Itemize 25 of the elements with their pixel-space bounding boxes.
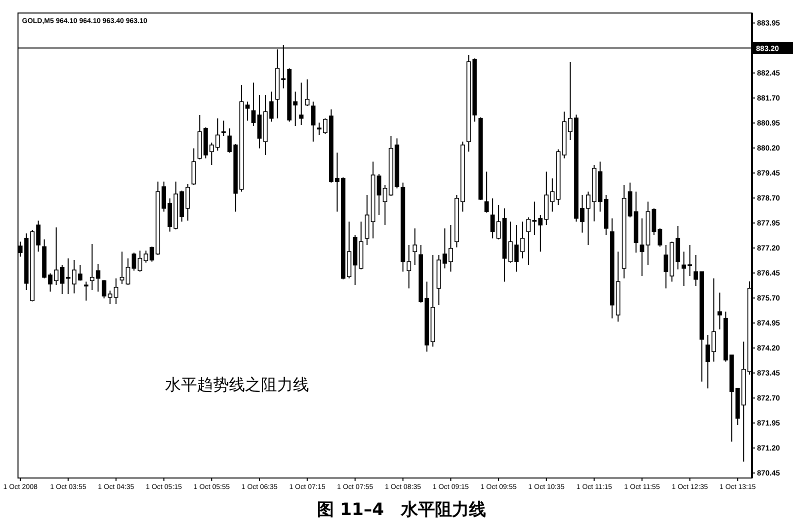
text: 图 11–4 水平阻力线 [317,500,486,520]
candlestick [257,94,262,149]
candlestick [508,221,513,264]
candlestick [311,101,316,142]
candlestick [245,101,250,122]
candlestick [382,184,388,226]
candlestick [640,218,644,276]
candlestick [305,78,310,106]
candlestick [251,82,256,126]
candlestick [299,82,304,126]
candlestick [484,171,489,214]
candlestick [718,292,722,330]
candlestick [652,208,656,236]
candlestick [114,278,118,304]
candlestick [520,221,525,259]
candlestick [376,174,382,216]
annotation: 水平趋势线之阻力线 [165,375,309,394]
candlestick [126,258,130,286]
candlestick [192,148,196,186]
candlestick [221,120,226,136]
candlestick [412,228,418,266]
candlestick [514,224,519,272]
candlestick [84,281,88,302]
candlestick [658,228,662,248]
candlestick [120,251,124,284]
